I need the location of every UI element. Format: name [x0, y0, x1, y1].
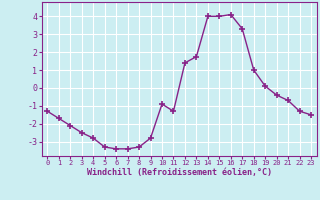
X-axis label: Windchill (Refroidissement éolien,°C): Windchill (Refroidissement éolien,°C): [87, 168, 272, 177]
